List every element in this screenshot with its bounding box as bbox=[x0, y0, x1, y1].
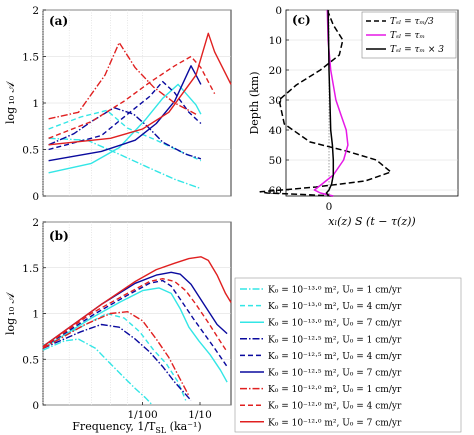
panel-c-legend-label-2: Tₛₗ = τₘ × 3 bbox=[390, 45, 444, 55]
legend-label: K₀ = 10⁻¹²·⁰ m², U₀ = 4 cm/yr bbox=[268, 402, 402, 412]
panel-c-label: (c) bbox=[292, 13, 311, 27]
series-line-blue-dashed bbox=[48, 80, 202, 151]
y-tick-label: 0 bbox=[32, 400, 39, 412]
series-line-blue-dashed bbox=[42, 279, 228, 367]
y-tick-label: 40 bbox=[269, 125, 282, 137]
series-line-magenta-solid bbox=[313, 9, 349, 197]
panel-c-yticks: 0 10 20 30 40 50 60 bbox=[269, 5, 289, 197]
panel-b-xlabel: Frequency, 1/TSL (ka⁻¹) bbox=[72, 420, 201, 435]
x-tick-label: 1/100 bbox=[127, 409, 157, 421]
panel-b-series bbox=[42, 256, 232, 406]
panel-b-xticks: 1/100 1/10 bbox=[127, 402, 212, 421]
panel-c-ylabel: Depth (km) bbox=[248, 71, 261, 134]
panel-b-yticks: 0 0.5 1 1.5 2 bbox=[22, 217, 46, 412]
main-legend: K₀ = 10⁻¹³·⁰ m², U₀ = 1 cm/yr K₀ = 10⁻¹³·… bbox=[234, 277, 462, 433]
y-tick-label: 10 bbox=[269, 35, 282, 47]
y-tick-label: 1 bbox=[32, 98, 39, 110]
panel-b-ylabel: log ₁₀ 𝒜 bbox=[4, 291, 17, 335]
y-tick-label: 2 bbox=[32, 5, 39, 17]
series-line-red-solid bbox=[42, 256, 232, 347]
series-line-cyan-dashdot bbox=[48, 137, 202, 190]
series-line-red-dashed bbox=[42, 278, 228, 353]
y-tick-label: 60 bbox=[269, 185, 282, 197]
series-line-blue-dashdot bbox=[48, 106, 202, 160]
series-line-blue-solid bbox=[42, 271, 228, 347]
panel-a-grid bbox=[42, 9, 231, 197]
panel-a-label: (a) bbox=[49, 14, 68, 28]
panel-c-xtick-0: 0 bbox=[326, 201, 333, 213]
legend-label: K₀ = 10⁻¹²·⁵ m², U₀ = 4 cm/yr bbox=[268, 352, 402, 362]
series-line-cyan-dashdot bbox=[42, 338, 153, 406]
series-line-red-solid bbox=[48, 32, 232, 146]
y-tick-label: 1.5 bbox=[22, 263, 39, 275]
series-line-black-solid bbox=[325, 9, 335, 197]
legend-label: K₀ = 10⁻¹³·⁰ m², U₀ = 7 cm/yr bbox=[268, 319, 402, 329]
legend-label: K₀ = 10⁻¹²·⁰ m², U₀ = 7 cm/yr bbox=[268, 418, 402, 428]
panel-c-legend: Tₛₗ = τₘ/3 Tₛₗ = τₘ Tₛₗ = τₘ × 3 bbox=[361, 11, 457, 59]
panel-a-ylabel: log ₁₀ 𝒜 bbox=[4, 80, 17, 124]
legend-label: K₀ = 10⁻¹³·⁰ m², U₀ = 1 cm/yr bbox=[268, 286, 402, 296]
y-tick-label: 1.5 bbox=[22, 52, 39, 64]
y-tick-label: 1 bbox=[32, 309, 39, 321]
panel-b: (b) 0 0.5 1 1.5 2 1/100 1/10 log ₁₀ 𝒜 Frequen… bbox=[4, 217, 232, 435]
main-legend-entries: K₀ = 10⁻¹³·⁰ m², U₀ = 1 cm/yr K₀ = 10⁻¹³·… bbox=[240, 286, 402, 428]
legend-label: K₀ = 10⁻¹²·⁰ m², U₀ = 1 cm/yr bbox=[268, 385, 402, 395]
legend-label: K₀ = 10⁻¹²·⁵ m², U₀ = 1 cm/yr bbox=[268, 335, 402, 345]
y-tick-label: 0.5 bbox=[22, 354, 39, 366]
series-line-cyan-solid bbox=[42, 287, 228, 383]
series-line-cyan-solid bbox=[48, 83, 202, 174]
panel-a-series bbox=[48, 32, 232, 190]
panel-a-yticks: 0 0.5 1 1.5 2 bbox=[22, 5, 46, 203]
panel-c: (c) 0 10 20 30 40 50 60 0 Depth (km) xₗ(z) S (… bbox=[248, 5, 459, 228]
panel-c-legend-label-0: Tₛₗ = τₘ/3 bbox=[390, 17, 434, 27]
y-tick-label: 0 bbox=[32, 191, 39, 203]
panel-b-grid bbox=[42, 221, 231, 406]
series-line-red-dashdot bbox=[48, 41, 197, 120]
legend-label: K₀ = 10⁻¹²·⁵ m², U₀ = 7 cm/yr bbox=[268, 369, 402, 379]
series-line-blue-dashdot bbox=[42, 323, 192, 401]
series-line-red-dashdot bbox=[42, 311, 190, 397]
y-tick-label: 30 bbox=[269, 95, 282, 107]
y-tick-label: 0.5 bbox=[22, 145, 39, 157]
legend-label: K₀ = 10⁻¹³·⁰ m², U₀ = 4 cm/yr bbox=[268, 302, 402, 312]
panel-c-series bbox=[259, 9, 392, 197]
x-tick-label: 1/10 bbox=[188, 409, 212, 421]
y-tick-label: 2 bbox=[32, 217, 39, 229]
panel-c-xlabel: xₗ(z) S (t − τ(z)) bbox=[328, 215, 415, 228]
panel-b-label: (b) bbox=[49, 229, 69, 243]
main-legend-box bbox=[234, 277, 462, 433]
y-tick-label: 20 bbox=[269, 65, 282, 77]
series-line-blue-solid bbox=[48, 65, 202, 162]
y-tick-label: 0 bbox=[275, 5, 282, 17]
panel-c-legend-label-1: Tₛₗ = τₘ bbox=[390, 31, 425, 41]
y-tick-label: 50 bbox=[269, 155, 282, 167]
panel-a: (a) 0 0.5 1 1.5 2 log ₁₀ 𝒜 bbox=[4, 5, 232, 203]
